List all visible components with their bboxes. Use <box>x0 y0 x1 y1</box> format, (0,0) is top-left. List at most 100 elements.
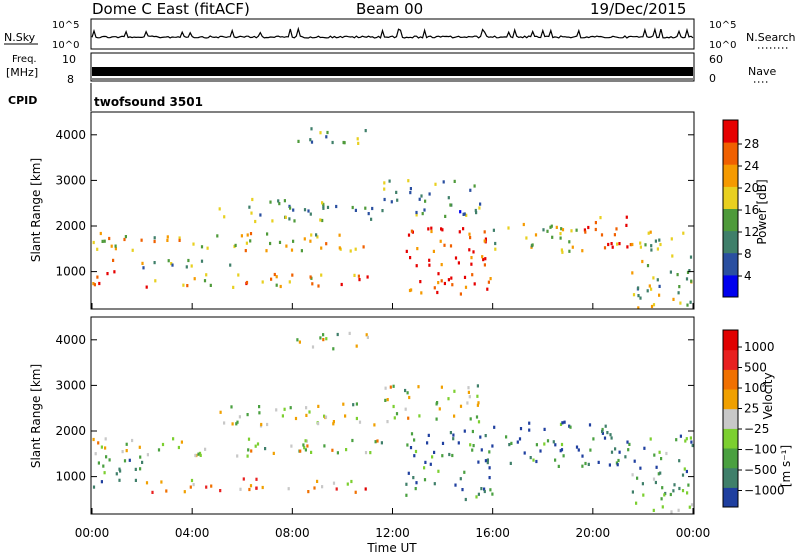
noise-frame <box>90 18 695 50</box>
heatmap-cell <box>100 480 103 484</box>
heatmap-cell <box>581 249 584 253</box>
heatmap-cell <box>310 127 313 131</box>
heatmap-cell <box>584 230 587 234</box>
colorbar-segment <box>723 186 738 209</box>
heatmap-cell <box>393 416 396 420</box>
heatmap-cell <box>516 440 519 444</box>
heatmap-cell <box>275 275 278 279</box>
heatmap-cell <box>269 241 272 246</box>
heatmap-cell <box>293 219 296 223</box>
heatmap-cell <box>309 239 312 243</box>
heatmap-cell <box>153 261 156 265</box>
heatmap-cell <box>384 386 387 390</box>
heatmap-cell <box>291 273 294 277</box>
colorbar-segment <box>723 208 738 232</box>
heatmap-cell <box>609 433 612 437</box>
heatmap-cell <box>469 443 472 447</box>
freq-unit-label: [MHz] <box>6 66 38 79</box>
heatmap-cell <box>384 398 387 402</box>
heatmap-cell <box>283 407 286 411</box>
heatmap-cell <box>448 452 451 457</box>
heatmap-cell <box>440 227 443 231</box>
heatmap-cell <box>320 246 323 250</box>
heatmap-cell <box>235 422 238 426</box>
heatmap-cell <box>326 205 330 209</box>
velocity-heatmap-cells <box>92 331 694 514</box>
heatmap-cell <box>430 229 433 234</box>
heatmap-cell <box>240 234 243 238</box>
heatmap-cell <box>406 391 409 395</box>
heatmap-cell <box>488 476 491 480</box>
heatmap-cell <box>309 212 312 216</box>
heatmap-cell <box>471 448 474 452</box>
heatmap-cell <box>167 259 170 263</box>
heatmap-cell <box>338 233 341 237</box>
heatmap-cell <box>259 213 262 217</box>
heatmap-cell <box>92 485 96 489</box>
heatmap-cell <box>110 244 113 248</box>
y-tick-label: 4000 <box>55 333 86 347</box>
heatmap-cell <box>230 405 233 409</box>
heatmap-cell <box>611 245 614 249</box>
colorbar-segment <box>723 389 738 410</box>
heatmap-cell <box>357 274 360 278</box>
heatmap-cell <box>317 422 320 426</box>
heatmap-cell <box>350 479 353 484</box>
heatmap-cell <box>588 423 592 427</box>
heatmap-cell <box>200 259 204 263</box>
heatmap-cell <box>641 482 644 486</box>
heatmap-cell <box>326 130 329 135</box>
heatmap-cell <box>321 201 324 205</box>
heatmap-cell <box>494 247 497 251</box>
heatmap-cell <box>331 140 334 145</box>
heatmap-cell <box>140 238 143 242</box>
heatmap-cell <box>283 199 286 203</box>
heatmap-cell <box>305 413 308 417</box>
heatmap-cell <box>632 293 636 297</box>
heatmap-cell <box>434 182 437 186</box>
heatmap-cell <box>288 280 291 284</box>
heatmap-cell <box>562 454 565 458</box>
heatmap-cell <box>356 137 359 141</box>
heatmap-cell <box>289 206 292 210</box>
heatmap-cell <box>415 213 418 217</box>
heatmap-cell <box>468 232 471 236</box>
heatmap-cell <box>491 444 494 448</box>
heatmap-cell <box>406 443 409 447</box>
heatmap-cell <box>299 449 302 453</box>
heatmap-cell <box>308 410 311 414</box>
heatmap-cell <box>678 486 681 491</box>
heatmap-cell <box>404 407 407 411</box>
heatmap-cell <box>300 249 303 253</box>
heatmap-cell <box>154 279 157 283</box>
heatmap-cell <box>471 273 474 277</box>
heatmap-cell <box>550 224 553 228</box>
heatmap-cell <box>454 483 457 487</box>
heatmap-cell <box>409 446 413 450</box>
heatmap-cell <box>218 207 221 211</box>
y-tick-label: 1000 <box>55 265 86 279</box>
heatmap-cell <box>589 448 592 452</box>
heatmap-cell <box>383 187 386 191</box>
heatmap-cell <box>405 493 408 497</box>
heatmap-cell <box>421 212 424 216</box>
heatmap-cell <box>655 465 658 469</box>
velocity-yticks: 1000 2000 3000 4000 <box>55 333 694 484</box>
heatmap-cell <box>165 489 168 493</box>
heatmap-cell <box>452 437 455 441</box>
heatmap-cell <box>392 404 395 409</box>
velocity-panel: Slant Range [km] 1000 2000 3000 4000 1000 50… <box>29 316 793 515</box>
heatmap-cell <box>383 197 386 202</box>
heatmap-cell <box>335 204 338 209</box>
heatmap-cell <box>380 441 383 445</box>
heatmap-cell <box>304 448 307 452</box>
nsky-tick-bottom: 10^0 <box>52 40 79 51</box>
heatmap-cell <box>624 455 627 459</box>
heatmap-cell <box>660 457 663 461</box>
colorbar-tick-label: −100 <box>744 443 777 457</box>
heatmap-cell <box>287 487 290 491</box>
heatmap-cell <box>650 304 654 309</box>
heatmap-cell <box>108 236 111 241</box>
heatmap-cell <box>98 281 101 286</box>
heatmap-cell <box>464 285 468 289</box>
